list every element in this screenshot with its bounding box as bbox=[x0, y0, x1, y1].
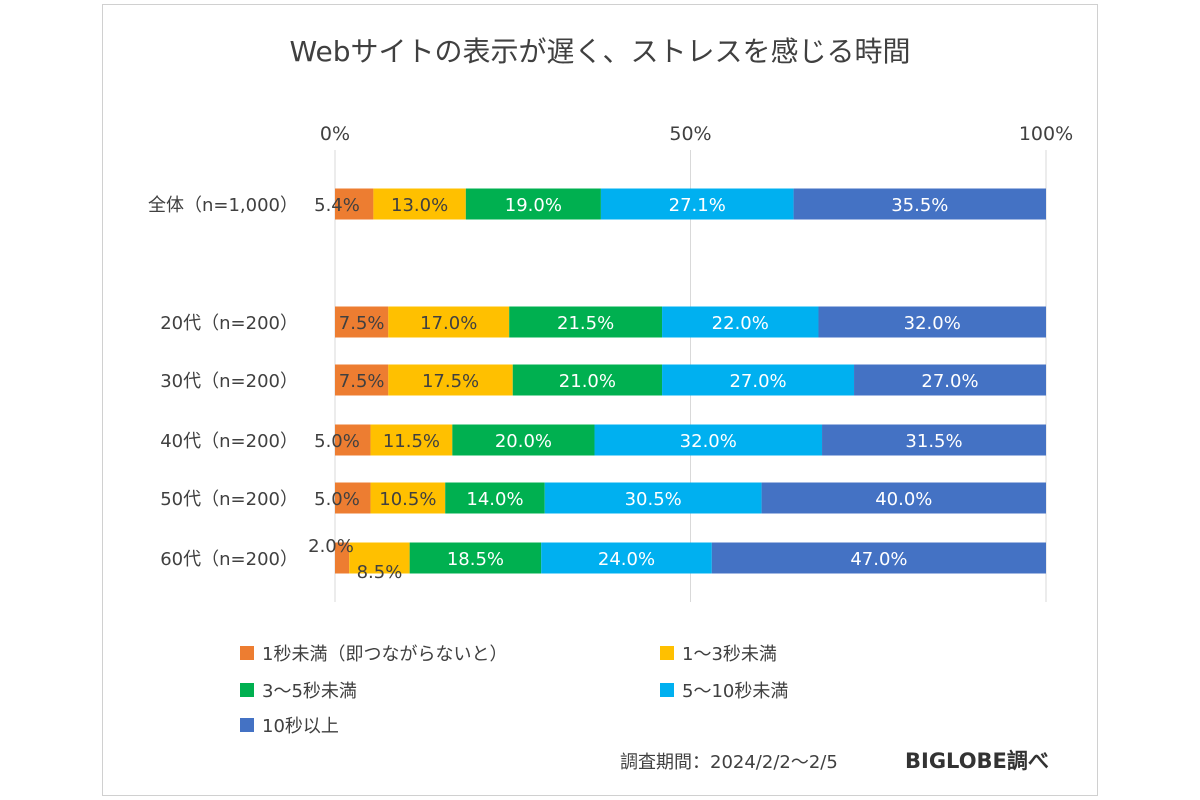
bar-segment bbox=[335, 188, 374, 220]
bar-segment bbox=[822, 424, 1046, 456]
data-label: 18.5% bbox=[447, 549, 504, 570]
data-label: 32.0% bbox=[904, 313, 961, 334]
data-label: 5.4% bbox=[314, 195, 360, 216]
bar-segment bbox=[818, 306, 1046, 338]
data-label: 14.0% bbox=[466, 489, 523, 510]
legend-item-3-5s: 3～5秒未満 bbox=[240, 677, 357, 703]
legend-swatch bbox=[660, 683, 674, 697]
data-label: 24.0% bbox=[598, 549, 655, 570]
legend-label: 1秒未満（即つながらないと） bbox=[262, 644, 508, 665]
bar-segment bbox=[335, 482, 371, 514]
data-label: 17.5% bbox=[422, 371, 479, 392]
legend-label: 5～10秒未満 bbox=[682, 681, 789, 702]
x-tick-label: 50% bbox=[669, 123, 711, 145]
data-label: 7.5% bbox=[339, 313, 385, 334]
bar-segment bbox=[452, 424, 595, 456]
bar-segment bbox=[509, 306, 663, 338]
legend-label: 1～3秒未満 bbox=[682, 644, 777, 665]
bar-segment bbox=[370, 424, 453, 456]
data-label: 27.0% bbox=[729, 371, 786, 392]
bar-segment bbox=[854, 364, 1046, 396]
bar-segment bbox=[388, 306, 510, 338]
bar-segment bbox=[594, 424, 823, 456]
data-label: 27.0% bbox=[921, 371, 978, 392]
bar-segment bbox=[662, 306, 819, 338]
category-label: 40代（n=200） bbox=[160, 431, 298, 452]
data-label: 2.0% bbox=[308, 536, 354, 557]
data-label: 40.0% bbox=[875, 489, 932, 510]
legend-item-1-3s: 1～3秒未満 bbox=[660, 640, 777, 666]
data-label: 10.5% bbox=[379, 489, 436, 510]
legend-label: 10秒以上 bbox=[262, 716, 339, 737]
bar-segment bbox=[335, 306, 389, 338]
x-tick-label: 100% bbox=[1019, 123, 1073, 145]
legend-swatch bbox=[660, 646, 674, 660]
survey-period: 調査期間：2024/2/2～2/5 bbox=[620, 752, 838, 773]
category-label: 50代（n=200） bbox=[160, 489, 298, 510]
data-label: 19.0% bbox=[505, 195, 562, 216]
x-tick-label: 0% bbox=[320, 123, 350, 145]
data-label: 35.5% bbox=[891, 195, 948, 216]
data-label: 21.0% bbox=[559, 371, 616, 392]
data-label: 8.5% bbox=[357, 562, 403, 583]
legend-swatch bbox=[240, 683, 254, 697]
data-label: 11.5% bbox=[383, 431, 440, 452]
bar-segment bbox=[541, 542, 712, 574]
bar-segment bbox=[409, 542, 542, 574]
bar-segment bbox=[445, 482, 545, 514]
bar-segment bbox=[600, 188, 794, 220]
bar-segment bbox=[335, 424, 371, 456]
source-brand: BIGLOBE調べ bbox=[905, 749, 1049, 773]
bar-segment bbox=[761, 482, 1046, 514]
data-label: 31.5% bbox=[905, 431, 962, 452]
bar-segment bbox=[349, 542, 410, 574]
legend-item-under-1s: 1秒未満（即つながらないと） bbox=[240, 640, 507, 666]
data-label: 17.0% bbox=[420, 313, 477, 334]
data-label: 13.0% bbox=[391, 195, 448, 216]
bar-segment bbox=[711, 542, 1046, 574]
bar-segment bbox=[793, 188, 1046, 220]
bar-segment bbox=[465, 188, 601, 220]
data-label: 47.0% bbox=[850, 549, 907, 570]
category-label: 20代（n=200） bbox=[160, 313, 298, 334]
data-label: 22.0% bbox=[712, 313, 769, 334]
data-label: 20.0% bbox=[495, 431, 552, 452]
legend-item-5-10s: 5～10秒未満 bbox=[660, 677, 788, 703]
data-label: 7.5% bbox=[339, 371, 385, 392]
legend-item-over-10s: 10秒以上 bbox=[240, 712, 339, 738]
bar-segment bbox=[512, 364, 663, 396]
legend-swatch bbox=[240, 718, 254, 732]
chart-title: Webサイトの表示が遅く、ストレスを感じる時間 bbox=[289, 35, 911, 68]
category-label: 全体（n=1,000） bbox=[148, 195, 298, 216]
data-label: 32.0% bbox=[680, 431, 737, 452]
category-label: 60代（n=200） bbox=[160, 549, 298, 570]
data-label: 5.0% bbox=[314, 489, 360, 510]
category-label: 30代（n=200） bbox=[160, 371, 298, 392]
data-label: 5.0% bbox=[314, 431, 360, 452]
bar-segment bbox=[335, 364, 389, 396]
chart-frame bbox=[102, 4, 1098, 796]
legend-label: 3～5秒未満 bbox=[262, 681, 357, 702]
bar-segment bbox=[335, 542, 350, 574]
bar-segment bbox=[370, 482, 446, 514]
data-label: 27.1% bbox=[669, 195, 726, 216]
bar-segment bbox=[373, 188, 466, 220]
data-label: 30.5% bbox=[625, 489, 682, 510]
bar-segment bbox=[544, 482, 762, 514]
data-label: 21.5% bbox=[557, 313, 614, 334]
legend-swatch bbox=[240, 646, 254, 660]
bar-segment bbox=[662, 364, 855, 396]
bar-segment bbox=[388, 364, 513, 396]
